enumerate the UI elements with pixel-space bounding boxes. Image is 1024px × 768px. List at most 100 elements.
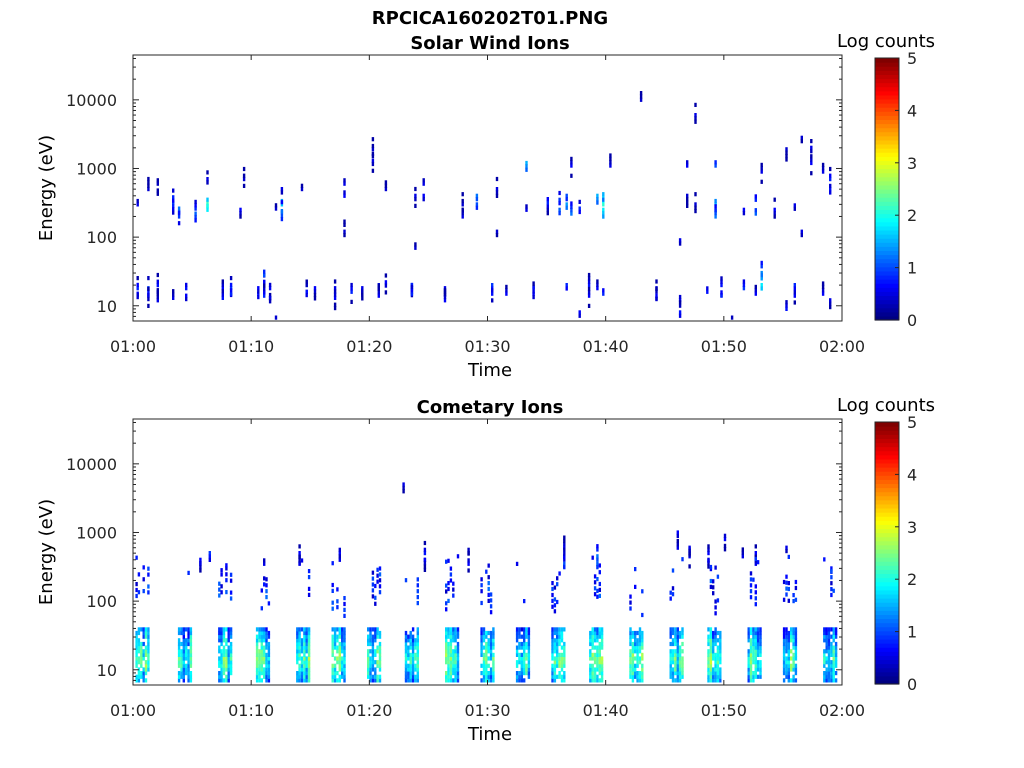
heatmap-cell xyxy=(485,641,488,647)
heatmap-cell xyxy=(825,667,828,672)
heatmap-cell xyxy=(551,656,554,661)
heatmap-cell xyxy=(669,660,672,665)
heatmap-cell xyxy=(829,173,832,178)
heatmap-cell xyxy=(686,193,689,198)
heatmap-cell xyxy=(596,544,599,549)
heatmap-cell xyxy=(274,206,278,211)
y-tick-label: 10 xyxy=(97,297,117,316)
colorbar-segment xyxy=(875,242,899,247)
heatmap-cell xyxy=(336,649,339,654)
heatmap-cell xyxy=(825,660,828,665)
heatmap-cell xyxy=(671,671,675,676)
heatmap-cell xyxy=(225,663,228,668)
heatmap-cell xyxy=(225,678,228,683)
heatmap-cell xyxy=(187,630,190,636)
heatmap-cell xyxy=(414,186,417,192)
heatmap-cell xyxy=(598,570,601,575)
heatmap-cell xyxy=(609,156,612,161)
heatmap-cell xyxy=(267,634,271,639)
x-axis-label-solar-wind: Time xyxy=(467,360,512,381)
heatmap-cell xyxy=(825,641,828,647)
heatmap-cell xyxy=(268,295,272,300)
heatmap-cell xyxy=(416,667,419,672)
heatmap-cell xyxy=(589,652,592,657)
heatmap-cell xyxy=(221,286,224,291)
heatmap-cell xyxy=(257,286,260,291)
heatmap-cell xyxy=(336,605,339,610)
heatmap-cell xyxy=(185,297,188,302)
heatmap-cell xyxy=(794,663,798,668)
heatmap-cell xyxy=(229,288,233,293)
heatmap-cell xyxy=(485,652,488,657)
heatmap-cell xyxy=(707,638,710,643)
heatmap-cell xyxy=(785,154,788,159)
heatmap-cell xyxy=(265,656,268,661)
heatmap-cell xyxy=(229,634,233,639)
heatmap-cell xyxy=(785,634,788,639)
heatmap-cell xyxy=(551,649,554,654)
heatmap-cell xyxy=(447,598,450,603)
heatmap-cell xyxy=(674,634,677,639)
heatmap-cell xyxy=(263,290,266,295)
heatmap-cell xyxy=(177,678,181,683)
heatmap-cell xyxy=(300,667,304,672)
heatmap-cell xyxy=(260,588,263,593)
heatmap-cell xyxy=(638,660,642,665)
heatmap-cell xyxy=(634,674,637,679)
heatmap-cell xyxy=(716,630,720,636)
heatmap-cell xyxy=(378,656,382,661)
heatmap-cell xyxy=(296,678,299,683)
heatmap-cell xyxy=(596,588,599,593)
heatmap-cell xyxy=(754,208,757,213)
heatmap-cell xyxy=(222,667,226,672)
heatmap-cell xyxy=(785,157,788,162)
heatmap-cell xyxy=(631,634,635,639)
heatmap-cell xyxy=(452,656,455,661)
colorbar-segment xyxy=(875,82,899,88)
heatmap-cell xyxy=(823,678,826,683)
heatmap-cell xyxy=(343,660,346,665)
heatmap-cell xyxy=(482,627,486,632)
heatmap-cell xyxy=(480,652,483,657)
heatmap-cell xyxy=(374,601,377,606)
heatmap-cell xyxy=(634,584,637,589)
heatmap-cell xyxy=(827,674,831,679)
heatmap-cell xyxy=(593,656,597,661)
heatmap-cell xyxy=(825,656,828,661)
heatmap-cell xyxy=(445,627,448,632)
heatmap-cell xyxy=(182,656,185,661)
heatmap-cell xyxy=(194,211,197,216)
heatmap-cell xyxy=(787,660,790,665)
heatmap-cell xyxy=(485,656,488,661)
heatmap-cell xyxy=(792,674,795,679)
heatmap-cell xyxy=(629,594,632,599)
heatmap-cell xyxy=(714,611,717,616)
heatmap-cell xyxy=(489,652,493,657)
heatmap-cell xyxy=(307,592,311,597)
heatmap-cell xyxy=(187,660,190,665)
heatmap-cell xyxy=(416,671,419,676)
colorbar-segment xyxy=(875,450,899,456)
heatmap-cell xyxy=(834,634,838,639)
heatmap-cell xyxy=(678,674,682,679)
colorbar-segment xyxy=(875,111,899,116)
heatmap-cell xyxy=(495,187,499,192)
heatmap-cell xyxy=(756,649,760,654)
heatmap-cell xyxy=(719,634,722,639)
heatmap-cell xyxy=(267,645,271,650)
heatmap-cell xyxy=(222,652,226,657)
heatmap-cell xyxy=(714,667,717,672)
heatmap-cell xyxy=(331,652,334,657)
heatmap-cell xyxy=(411,663,415,668)
heatmap-cell xyxy=(222,678,226,683)
heatmap-cell xyxy=(525,641,528,647)
heatmap-cell xyxy=(300,674,304,679)
heatmap-cell xyxy=(492,638,495,643)
heatmap-cell xyxy=(709,678,713,683)
heatmap-cell xyxy=(714,671,717,676)
heatmap-cell xyxy=(449,649,453,654)
heatmap-cell xyxy=(669,667,672,672)
heatmap-cell xyxy=(423,551,427,556)
heatmap-cell xyxy=(422,193,425,198)
heatmap-cell xyxy=(296,630,299,636)
